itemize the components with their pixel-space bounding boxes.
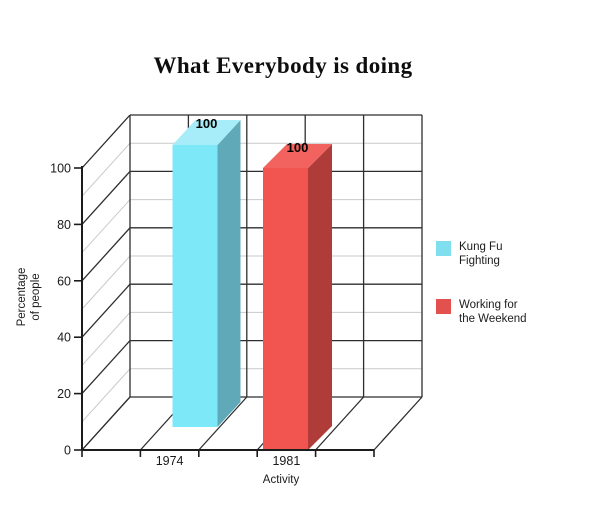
floor-depth-line bbox=[315, 396, 365, 451]
left-wall-gridline-minor bbox=[81, 255, 131, 310]
bar-working-for-the-weekend-top bbox=[263, 144, 332, 168]
left-wall-gridline-minor bbox=[81, 142, 131, 197]
legend-entry-working-for-the-weekend: Working for the Weekend bbox=[436, 298, 527, 326]
bar-kung-fu-fighting-top bbox=[172, 120, 241, 145]
y-tick-label: 60 bbox=[57, 274, 71, 288]
category-label-1974: 1974 bbox=[156, 454, 184, 468]
legend-label-line: Fighting bbox=[459, 255, 500, 267]
floor-depth-line bbox=[198, 396, 248, 451]
left-wall-gridline-major bbox=[81, 340, 131, 395]
legend-swatch-working-for-the-weekend bbox=[436, 299, 451, 314]
bar-working-for-the-weekend bbox=[263, 144, 332, 450]
legend-label-line: the Weekend bbox=[459, 313, 527, 325]
left-wall-gridline-minor bbox=[81, 368, 131, 423]
left-wall-gridline-minor bbox=[81, 199, 131, 253]
category-label-1981: 1981 bbox=[272, 454, 300, 468]
bar-kung-fu-fighting-side bbox=[217, 120, 241, 427]
legend-label-kung-fu-fighting: Kung Fu Fighting bbox=[459, 240, 502, 268]
floor-depth-line bbox=[81, 396, 131, 451]
legend-entry-kung-fu-fighting: Kung Fu Fighting bbox=[436, 240, 527, 268]
bar-kung-fu-fighting bbox=[172, 120, 241, 427]
left-wall-gridline-major bbox=[81, 227, 131, 282]
bar-working-for-the-weekend-side bbox=[308, 144, 332, 450]
bar-value-label-working-for-the-weekend: 100 bbox=[287, 140, 309, 155]
legend-label-line: Working for bbox=[459, 299, 518, 311]
legend-label-line: Kung Fu bbox=[459, 241, 503, 253]
legend-label-working-for-the-weekend: Working for the Weekend bbox=[459, 298, 527, 326]
y-tick-label: 20 bbox=[57, 387, 71, 401]
left-wall-gridline-major bbox=[81, 114, 131, 169]
floor-depth-line bbox=[373, 396, 423, 451]
left-wall-gridline-minor bbox=[81, 312, 131, 366]
legend-swatch-kung-fu-fighting bbox=[436, 241, 451, 256]
x-axis-title: Activity bbox=[262, 474, 300, 486]
y-tick-label: 40 bbox=[57, 331, 71, 345]
bar-kung-fu-fighting-front bbox=[172, 145, 218, 427]
left-wall-gridline-major bbox=[81, 170, 131, 225]
y-tick-label: 100 bbox=[50, 162, 71, 176]
legend: Kung Fu Fighting Working for the Weekend bbox=[436, 240, 527, 326]
y-tick-label: 80 bbox=[57, 218, 71, 232]
bar-working-for-the-weekend-front bbox=[263, 168, 308, 450]
y-tick-label: 0 bbox=[64, 444, 71, 458]
left-wall-gridline-major bbox=[81, 283, 131, 338]
bar-value-label-kung-fu-fighting: 100 bbox=[196, 116, 218, 131]
chart-title: What Everybody is doing bbox=[153, 53, 413, 78]
